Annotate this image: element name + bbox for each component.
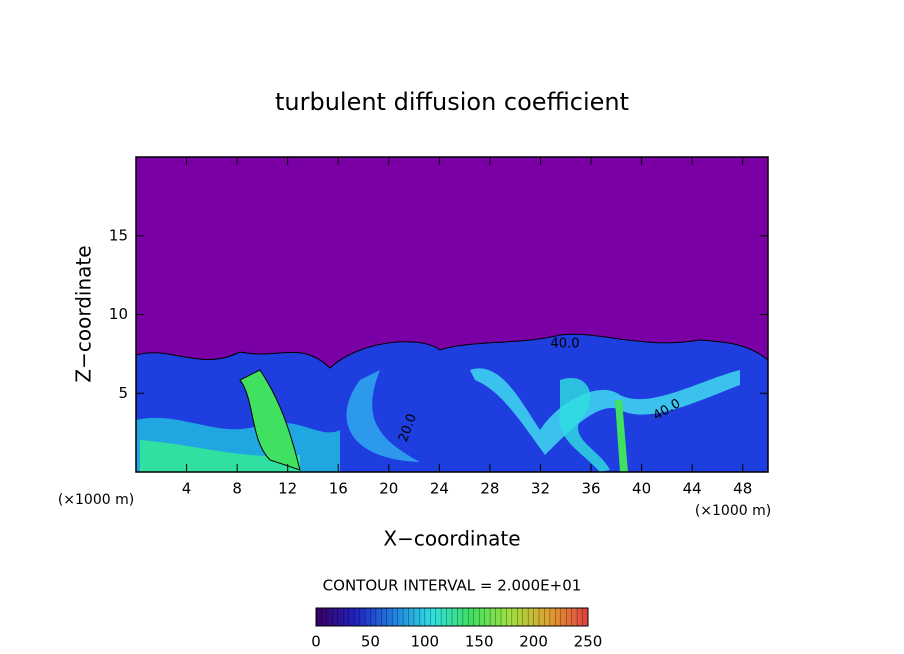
colorbar-tick-label: 250 <box>574 633 603 651</box>
x-tick-label: 12 <box>278 480 297 498</box>
x-tick-label: 32 <box>531 480 550 498</box>
contour-interval: CONTOUR INTERVAL = 2.000E+01 <box>323 577 582 595</box>
x-axis-label: X−coordinate <box>383 527 520 551</box>
colorbar-tick-label: 50 <box>361 633 380 651</box>
x-tick-label: 24 <box>430 480 449 498</box>
x-tick-label: 8 <box>232 480 242 498</box>
y-tick-label: 10 <box>109 305 128 323</box>
x-tick-label: 20 <box>379 480 398 498</box>
chart-title: turbulent diffusion coefficient <box>275 88 629 116</box>
x-tick-label: 44 <box>683 480 702 498</box>
y-axis-label: Z−coordinate <box>72 245 96 382</box>
colorbar-tick-label: 100 <box>410 633 439 651</box>
x-tick-label: 16 <box>329 480 348 498</box>
x-tick-label: 40 <box>632 480 651 498</box>
y-tick-label: 5 <box>118 384 128 402</box>
x-tick-label: 48 <box>733 480 752 498</box>
colorbar-tick-label: 200 <box>519 633 548 651</box>
x-tick-label: 28 <box>480 480 499 498</box>
colorbar-tick-label: 150 <box>465 633 494 651</box>
colorbar-tick-label: 0 <box>311 633 321 651</box>
y-tick-label: 15 <box>109 226 128 244</box>
field <box>136 157 768 472</box>
x-tick-label: 36 <box>581 480 600 498</box>
contour-label: 40.0 <box>551 337 580 352</box>
x-tick-label: 4 <box>182 480 192 498</box>
x-unit-right: (×1000 m) <box>695 503 771 519</box>
x-unit-left: (×1000 m) <box>58 492 134 508</box>
